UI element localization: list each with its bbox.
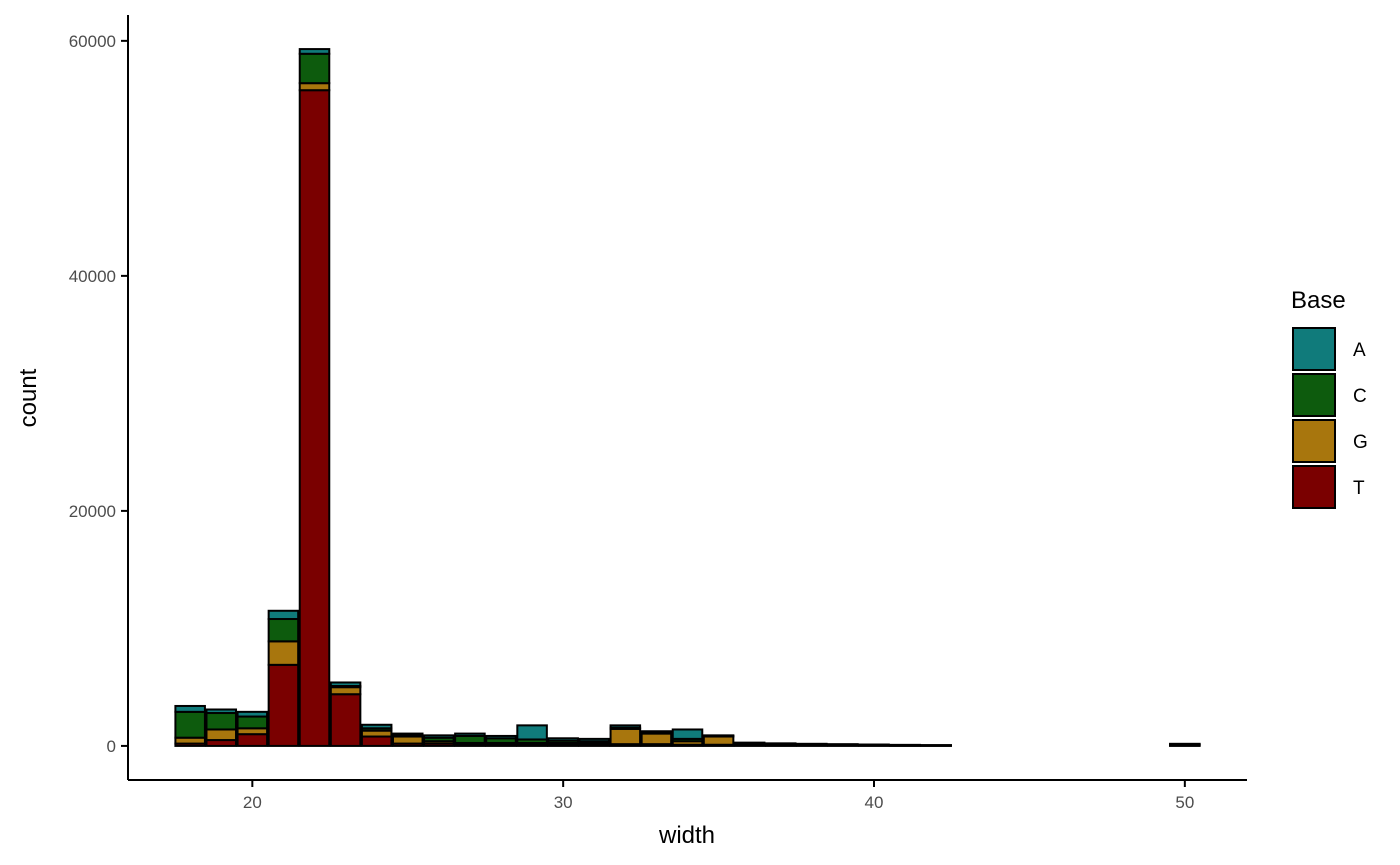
- legend-label-A: A: [1353, 340, 1366, 361]
- bar-segment-A-20: [236, 710, 269, 718]
- legend-key-A: [1292, 327, 1336, 371]
- x-tick-label: 50: [1175, 793, 1194, 812]
- bar-segment-G-21: [267, 640, 300, 666]
- bar-segment-A-18: [174, 704, 206, 713]
- bar-segment-A-26: [423, 734, 455, 739]
- legend: Base A C G T: [1291, 287, 1368, 509]
- y-tick-label: 20000: [69, 502, 116, 521]
- bar-segment-A-36: [733, 741, 766, 745]
- bar-segment-T-21: [267, 663, 300, 747]
- bar-segment-A-19: [205, 708, 238, 715]
- x-axis-ticks: 20 30 40 50: [243, 780, 1194, 812]
- bar-segment-T-24: [360, 735, 393, 747]
- bar-segment-T-22: [298, 89, 331, 747]
- legend-title: Base: [1291, 287, 1346, 314]
- bar-segment-G-23: [329, 686, 362, 696]
- x-tick-label: 30: [554, 793, 573, 812]
- bar-segment-G-25: [391, 735, 424, 745]
- y-tick-label: 0: [107, 737, 116, 756]
- bar-segment-G-22: [298, 82, 331, 92]
- legend-label-T: T: [1353, 478, 1365, 499]
- bar-segment-A-25: [391, 732, 424, 737]
- bar-segment-A-34: [671, 728, 704, 740]
- bar-segment-C-22: [298, 52, 331, 85]
- bar-segment-C-19: [205, 712, 238, 731]
- bar-segment-G-35: [702, 735, 735, 746]
- bar-segment-A-23: [329, 681, 362, 687]
- bar-segment-C-21: [267, 618, 300, 643]
- bar-segment-T-20: [236, 733, 269, 747]
- legend-key-T: [1292, 465, 1336, 509]
- x-tick-label: 40: [865, 793, 884, 812]
- bar-segment-G-33: [640, 732, 673, 746]
- bar-segment-G-19: [205, 728, 238, 742]
- bar-segment-A-30: [547, 737, 579, 742]
- bar-segment-A-22: [298, 48, 331, 55]
- y-axis-ticks: 0 20000 40000 60000: [69, 32, 128, 756]
- bar-segment-C-27: [454, 734, 486, 744]
- bar-segment-A-35: [702, 734, 735, 737]
- x-axis-title: width: [658, 822, 715, 849]
- y-tick-label: 60000: [69, 32, 116, 51]
- bar-segment-A-27: [454, 732, 486, 737]
- legend-key-C: [1292, 373, 1336, 417]
- bar-segment-G-32: [609, 727, 642, 746]
- y-tick-label: 40000: [69, 267, 116, 286]
- bar-segment-A-31: [578, 737, 611, 743]
- legend-label-C: C: [1353, 386, 1367, 407]
- bar-segment-A-21: [267, 609, 300, 621]
- legend-label-G: G: [1353, 432, 1368, 453]
- bar-segment-A-29: [516, 724, 548, 741]
- bar-segment-A-24: [360, 723, 393, 730]
- legend-key-G: [1292, 419, 1336, 463]
- x-tick-label: 20: [243, 793, 262, 812]
- bars-layer: [174, 48, 1201, 747]
- bar-segment-A-28: [485, 734, 517, 740]
- bar-segment-A-33: [640, 730, 673, 734]
- y-axis-title: count: [15, 368, 42, 427]
- bar-segment-A-32: [609, 724, 642, 729]
- bar-segment-C-18: [174, 710, 206, 739]
- bar-segment-T-23: [329, 693, 362, 747]
- bar-segment-C-20: [236, 715, 269, 730]
